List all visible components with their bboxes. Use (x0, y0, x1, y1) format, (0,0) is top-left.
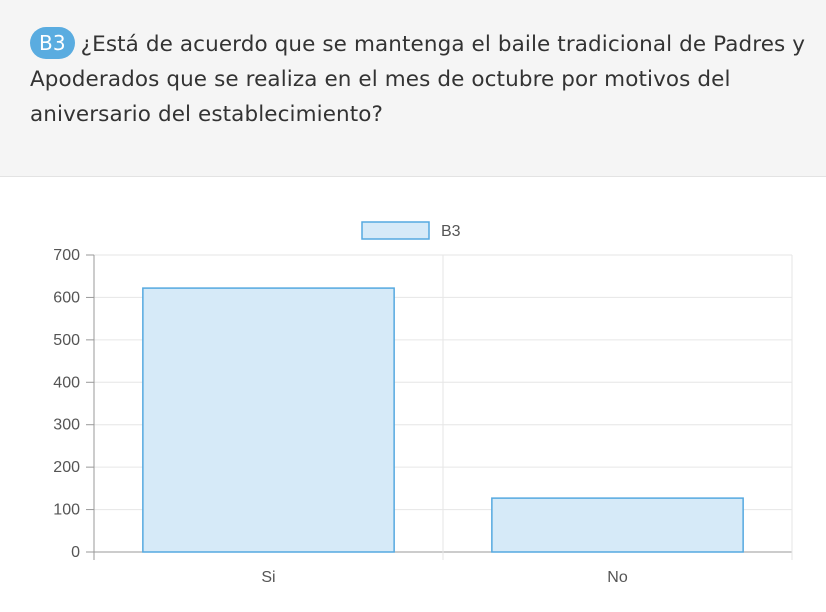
x-axis: Si No (261, 569, 627, 586)
x-tick-label: Si (261, 569, 275, 586)
y-tick-label: 200 (53, 459, 80, 476)
y-tick-label: 500 (53, 332, 80, 349)
y-tick-label: 700 (53, 247, 80, 264)
y-tick-label: 100 (53, 502, 80, 519)
chart-bars (142, 287, 744, 553)
bar-no[interactable] (491, 497, 744, 553)
x-tick-label: No (607, 569, 628, 586)
question-code-badge: B3 (30, 27, 75, 59)
chart-legend[interactable]: B3 (361, 221, 461, 240)
legend-swatch (361, 221, 430, 240)
legend-label: B3 (441, 223, 461, 240)
y-tick-label: 0 (71, 544, 80, 561)
bar-si[interactable] (142, 287, 395, 553)
y-tick-label: 600 (53, 289, 80, 306)
y-axis: 0 100 200 300 400 500 600 700 (53, 247, 95, 561)
question-text-block: B3 ¿Está de acuerdo que se mantenga el ba… (30, 27, 810, 132)
bar-chart: B3 0 100 200 300 400 500 600 700 Si No (53, 221, 793, 586)
y-tick-label: 400 (53, 374, 80, 391)
question-text: ¿Está de acuerdo que se mantenga el bail… (30, 32, 806, 127)
y-tick-label: 300 (53, 417, 80, 434)
bar-chart-container: B3 0 100 200 300 400 500 600 700 Si No (0, 178, 826, 607)
question-header: B3 ¿Está de acuerdo que se mantenga el ba… (0, 0, 826, 177)
